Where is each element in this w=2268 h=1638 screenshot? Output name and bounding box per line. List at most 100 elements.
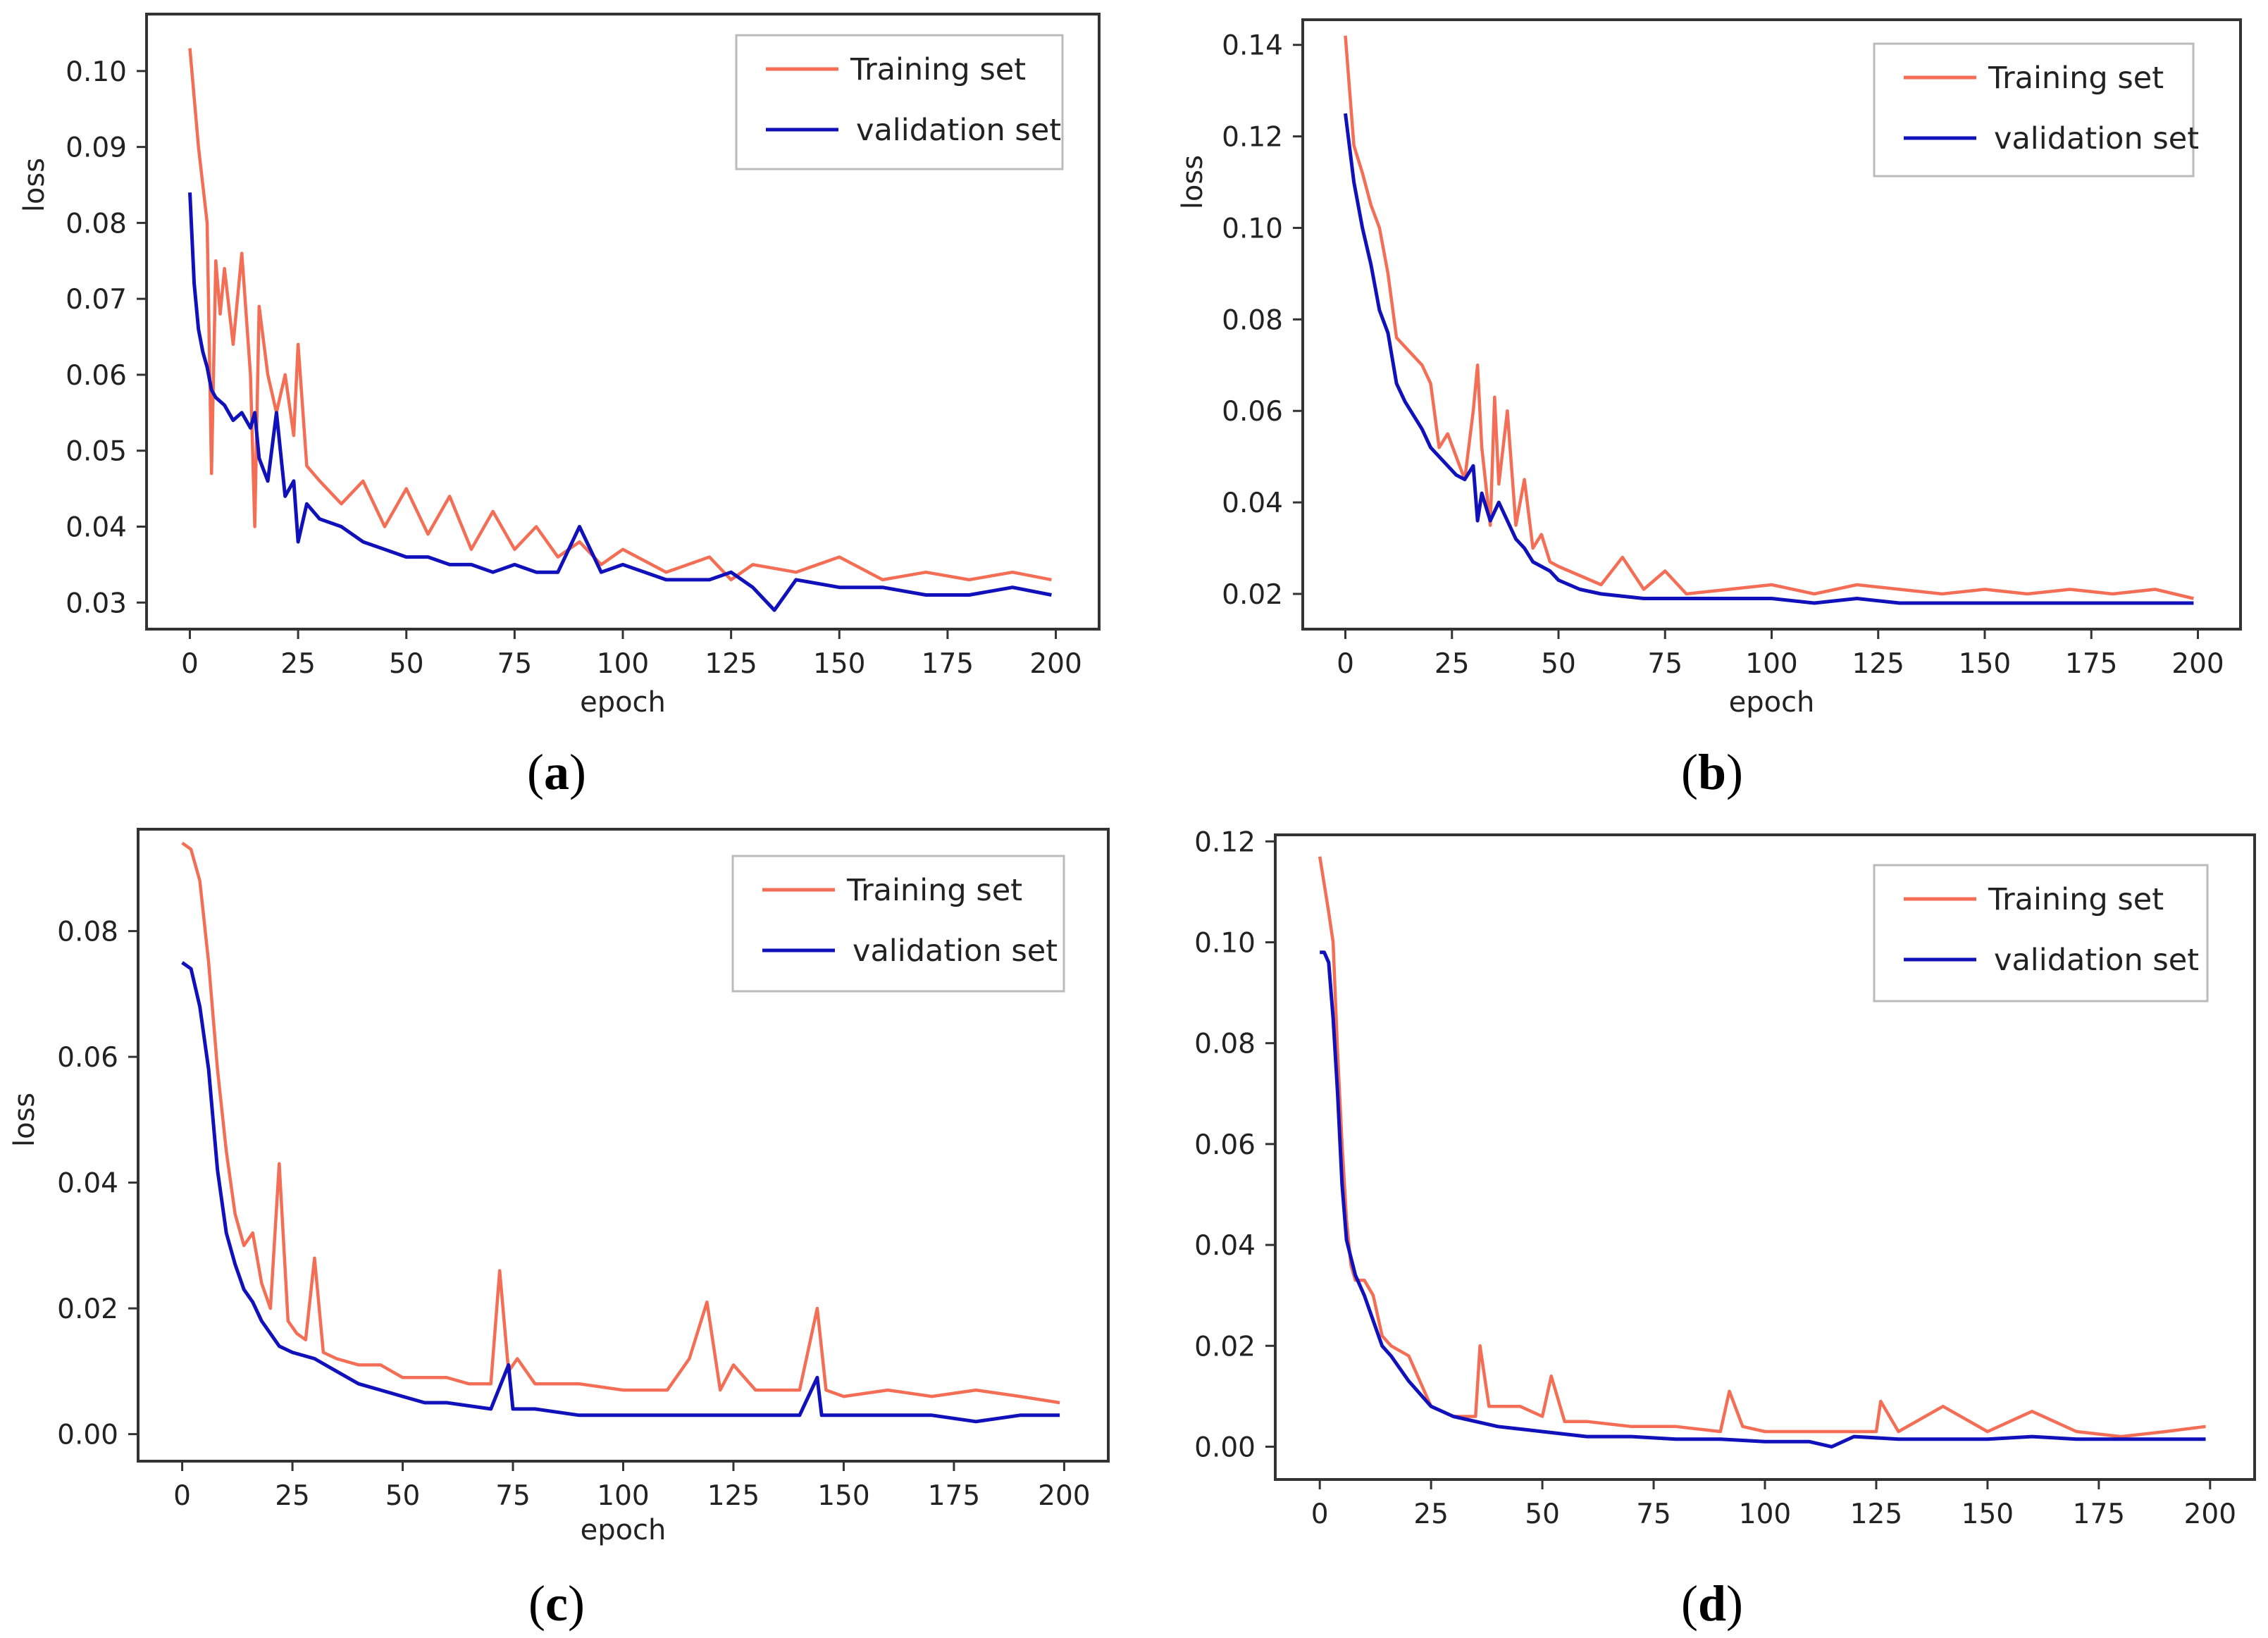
y-tick-label: 0.04: [1222, 488, 1283, 519]
panel-caption: (b): [1681, 744, 1743, 800]
x-tick-label: 150: [1959, 648, 2011, 680]
caption-close-paren: ): [568, 1575, 585, 1632]
y-axis-label: loss: [8, 1093, 41, 1147]
y-tick-label: 0.05: [66, 436, 127, 468]
panel-d: 0 25 50 75 100 125 150 175 200 0.00 0.02 0.04 0.06 0.…: [1194, 826, 2256, 1632]
x-tick-label: 175: [928, 1480, 980, 1512]
x-tick-label: 125: [707, 1480, 760, 1512]
y-tick-label: 0.10: [1222, 213, 1283, 244]
x-axis-label: epoch: [580, 686, 666, 719]
caption-letter: c: [545, 1575, 568, 1632]
x-tick-label: 150: [817, 1480, 869, 1512]
caption-open-paren: (: [527, 744, 544, 800]
y-tick-label: 0.12: [1222, 122, 1283, 154]
x-tick-label: 25: [280, 648, 316, 680]
y-tick-label: 0.06: [66, 360, 127, 392]
caption-close-paren: ): [1726, 1575, 1743, 1632]
training-set-line: [188, 48, 1052, 582]
x-tick-label: 0: [173, 1480, 191, 1512]
x-tick-label: 175: [2065, 648, 2117, 680]
y-tick-label: 0.06: [57, 1042, 118, 1074]
y-tick-label: 0.08: [1194, 1029, 1256, 1060]
y-tick-label: 0.00: [57, 1420, 118, 1451]
x-tick-label: 0: [181, 648, 199, 680]
y-tick-label: 0.02: [1194, 1331, 1256, 1363]
x-tick-label: 125: [1850, 1499, 1902, 1530]
x-tick-label: 50: [385, 1480, 421, 1512]
x-tick-label: 25: [1413, 1499, 1449, 1530]
caption-letter: d: [1698, 1575, 1726, 1632]
x-tick-label: 200: [2184, 1499, 2236, 1530]
y-tick-label: 0.04: [1194, 1230, 1256, 1262]
y-tick-label: 0.04: [57, 1168, 118, 1200]
x-tick-label: 125: [705, 648, 757, 680]
panel-b: 0 25 50 75 100 125 150 175 200 0.02 0.04 0.06 0.08 0.…: [1177, 18, 2242, 800]
legend-training-label: Training set: [846, 873, 1022, 908]
legend-box: [1873, 864, 2209, 1003]
legend-validation-label: validation set: [856, 113, 1061, 148]
x-tick-label: 25: [275, 1480, 310, 1512]
y-tick-label: 0.10: [66, 56, 127, 88]
x-tick-label: 100: [597, 1480, 649, 1512]
x-tick-label: 50: [1525, 1499, 1560, 1530]
legend-training-label: Training set: [850, 52, 1026, 87]
y-tick-label: 0.08: [57, 917, 118, 948]
y-tick-label: 0.06: [1222, 396, 1283, 428]
y-tick-label: 0.07: [66, 284, 127, 316]
x-axis-label: epoch: [581, 1514, 667, 1546]
x-tick-label: 0: [1311, 1499, 1329, 1530]
validation-set-line: [1344, 113, 2194, 605]
x-tick-label: 150: [1962, 1499, 2014, 1530]
y-tick-label: 0.08: [1222, 304, 1283, 336]
panel-a: 0 25 50 75 100 125 150 175 200 0.03 0.04 0.05 0.06 0.…: [18, 13, 1101, 800]
x-tick-label: 50: [1541, 648, 1576, 680]
x-tick-label: 75: [1636, 1499, 1671, 1530]
legend-box: [735, 34, 1064, 170]
x-tick-label: 175: [922, 648, 974, 680]
caption-open-paren: (: [1681, 1575, 1698, 1632]
panel-c: 0 25 50 75 100 125 150 175 200 0.00 0.02 0.04 0.06 0.…: [8, 828, 1110, 1632]
y-tick-label: 0.02: [1222, 579, 1283, 611]
y-axis-label: loss: [1177, 155, 1209, 209]
panel-caption: (d): [1681, 1575, 1743, 1632]
legend-training-label: Training set: [1988, 61, 2164, 96]
y-tick-label: 0.12: [1194, 826, 1256, 858]
y-tick-label: 0.10: [1194, 928, 1256, 960]
x-tick-label: 200: [2171, 648, 2224, 680]
panel-caption: (c): [528, 1575, 585, 1632]
legend-box: [1873, 42, 2195, 178]
training-set-line: [181, 841, 1060, 1405]
legend-validation-label: validation set: [1994, 121, 2199, 156]
x-tick-label: 75: [1647, 648, 1683, 680]
x-axis-label: epoch: [1729, 686, 1815, 719]
validation-set-line: [181, 961, 1060, 1424]
legend-validation-label: validation set: [1994, 943, 2199, 978]
caption-open-paren: (: [1681, 744, 1698, 800]
caption-letter: b: [1698, 744, 1726, 800]
y-tick-label: 0.03: [66, 588, 127, 619]
legend-box: [731, 855, 1065, 993]
y-tick-label: 0.00: [1194, 1432, 1256, 1463]
x-tick-label: 25: [1434, 648, 1470, 680]
caption-close-paren: ): [569, 744, 586, 800]
x-tick-label: 100: [597, 648, 649, 680]
x-tick-label: 50: [389, 648, 424, 680]
y-tick-label: 0.09: [66, 132, 127, 164]
y-tick-label: 0.14: [1222, 30, 1283, 62]
x-tick-label: 200: [1038, 1480, 1090, 1512]
caption-close-paren: ): [1726, 744, 1743, 800]
x-tick-label: 200: [1029, 648, 1082, 680]
training-set-line: [1344, 35, 2194, 600]
legend-validation-label: validation set: [853, 933, 1058, 969]
y-tick-label: 0.06: [1194, 1129, 1256, 1161]
x-tick-label: 125: [1852, 648, 1904, 680]
caption-open-paren: (: [528, 1575, 545, 1632]
x-tick-label: 0: [1337, 648, 1354, 680]
validation-set-line: [1320, 950, 2206, 1448]
y-tick-label: 0.02: [57, 1293, 118, 1325]
x-tick-label: 150: [813, 648, 865, 680]
y-axis-label: loss: [18, 158, 51, 212]
y-tick-label: 0.08: [66, 208, 127, 240]
legend-training-label: Training set: [1988, 882, 2164, 917]
